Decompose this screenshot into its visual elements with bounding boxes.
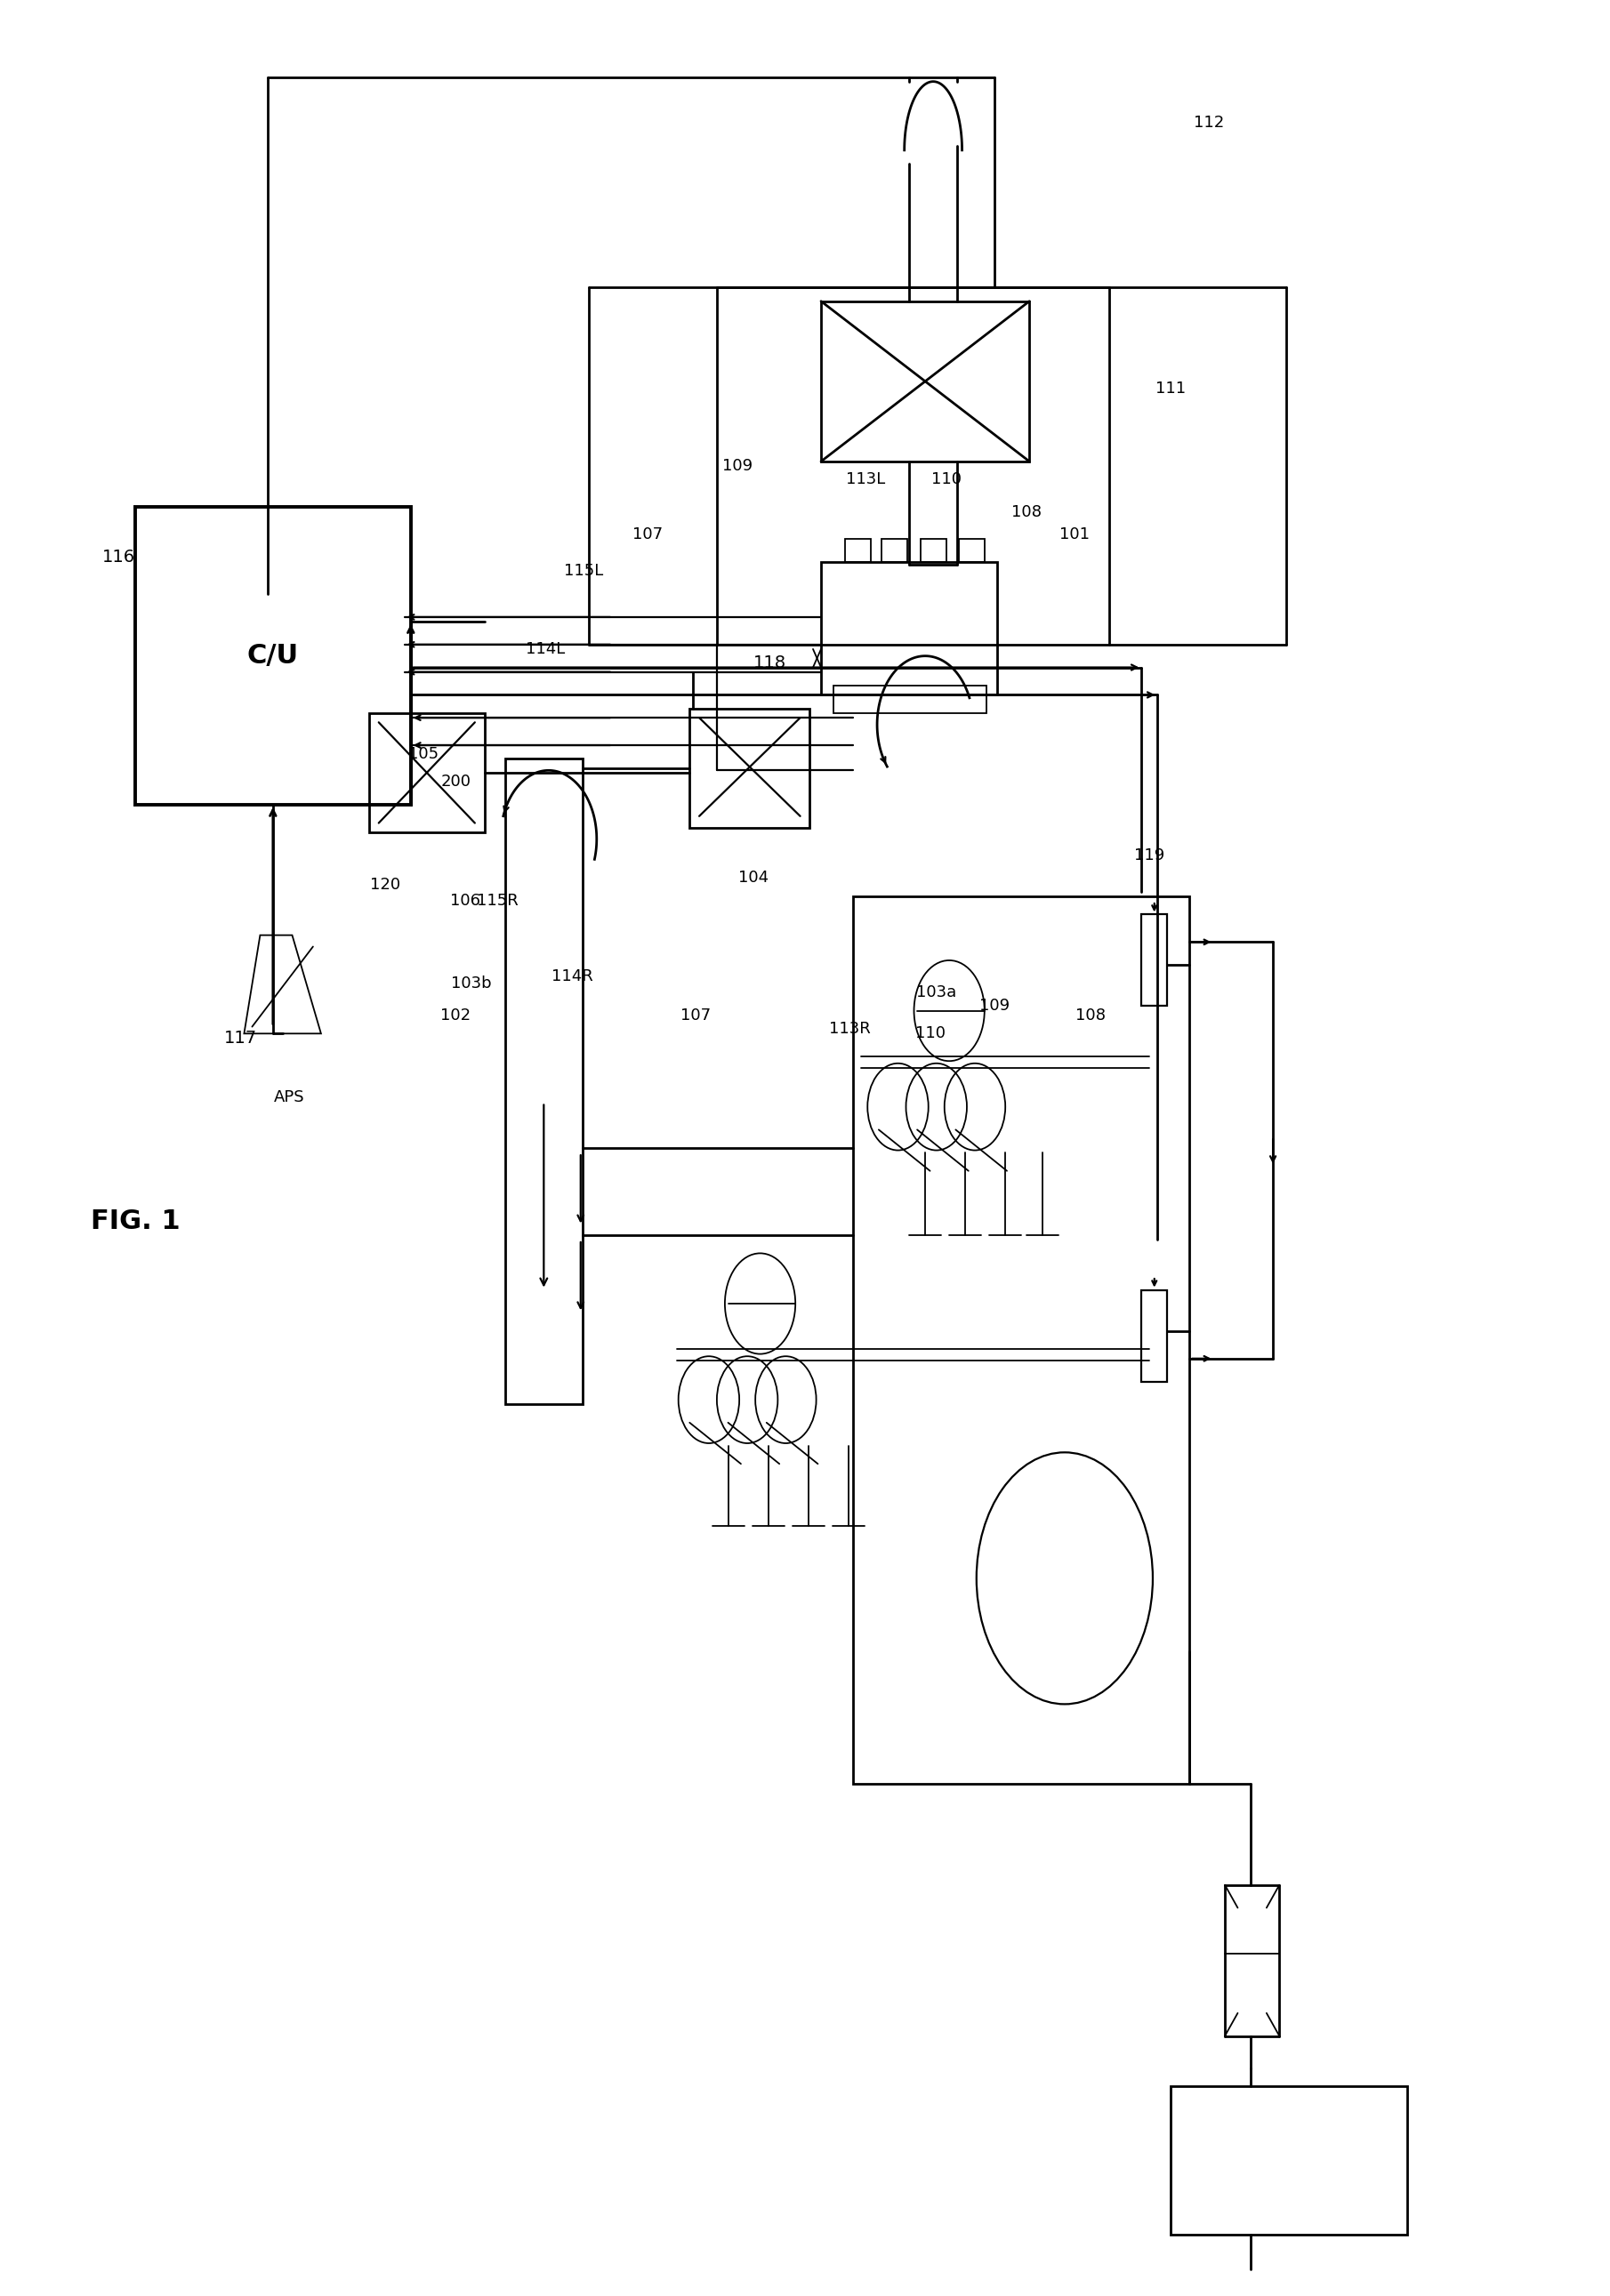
Bar [834, 687, 985, 714]
Text: 103b: 103b [451, 976, 493, 992]
Bar [135, 507, 411, 804]
Text: 104: 104 [739, 870, 770, 886]
Text: 102: 102 [441, 1008, 470, 1024]
Bar [821, 563, 997, 696]
Bar [369, 714, 485, 831]
Bar [845, 540, 871, 563]
Text: 108: 108 [1075, 1008, 1106, 1024]
Text: 117: 117 [224, 1029, 258, 1047]
Text: 107: 107 [633, 526, 663, 542]
Text: 119: 119 [1135, 847, 1164, 863]
Bar [1141, 1290, 1167, 1382]
Text: 109: 109 [979, 999, 1009, 1015]
Text: 111: 111 [1156, 381, 1185, 397]
Text: 109: 109 [723, 457, 753, 473]
Bar [1170, 2087, 1407, 2234]
Text: 120: 120 [370, 877, 401, 893]
Bar [921, 540, 947, 563]
Bar [882, 540, 908, 563]
Text: 103a: 103a [916, 985, 956, 1001]
Text: 105: 105 [409, 746, 440, 762]
Text: 107: 107 [681, 1008, 712, 1024]
Bar [960, 540, 984, 563]
Text: 110: 110 [931, 471, 961, 487]
Text: 101: 101 [1059, 526, 1090, 542]
Text: 200: 200 [441, 774, 470, 790]
Text: 115L: 115L [564, 563, 604, 579]
Bar [689, 709, 810, 827]
Text: FIG. 1: FIG. 1 [90, 1208, 180, 1235]
Text: 114L: 114L [526, 641, 565, 657]
Bar [506, 760, 583, 1405]
Text: 108: 108 [1011, 503, 1042, 519]
Bar [821, 301, 1029, 461]
Text: 106: 106 [451, 893, 480, 909]
Bar [1141, 914, 1167, 1006]
Text: 116: 116 [103, 549, 135, 567]
Text: 113R: 113R [829, 1022, 871, 1038]
Text: 110: 110 [914, 1026, 945, 1042]
Text: 113L: 113L [847, 471, 886, 487]
Text: 115R: 115R [477, 893, 518, 909]
Text: 112: 112 [1193, 115, 1224, 131]
Text: 118: 118 [753, 654, 786, 670]
Text: C/U: C/U [246, 643, 299, 668]
Bar [853, 895, 1190, 1784]
Text: 114R: 114R [552, 969, 594, 985]
Text: APS: APS [274, 1091, 304, 1107]
